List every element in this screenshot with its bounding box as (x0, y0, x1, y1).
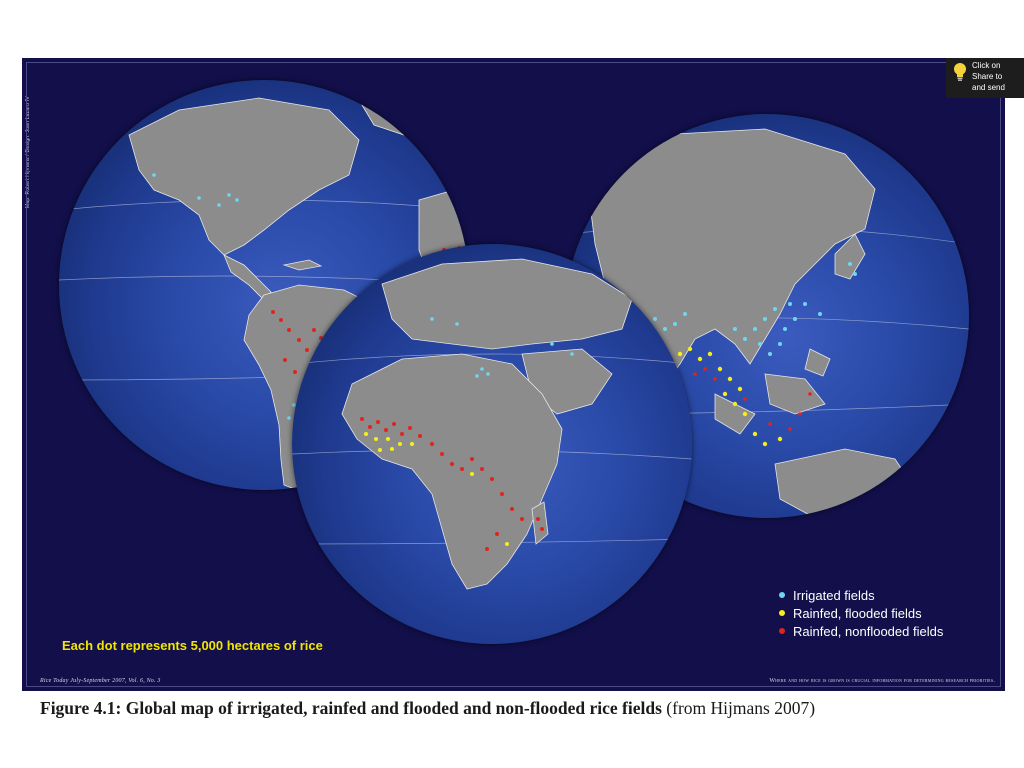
legend-label-rainfed-flooded: Rainfed, flooded fields (793, 605, 922, 621)
rice-map-panel: Map: Robert Hijmans / Design: Juan Lazar… (22, 58, 1005, 691)
legend-label-irrigated: Irrigated fields (793, 587, 875, 603)
dot-scale-caption: Each dot represents 5,000 hectares of ri… (62, 638, 323, 653)
map-credit: Map: Robert Hijmans / Design: Juan Lazar… (25, 96, 31, 208)
notification-line-2: Share to (972, 72, 1003, 81)
figure-caption: Figure 4.1: Global map of irrigated, rai… (40, 698, 1000, 719)
legend-item-irrigated: Irrigated fields (779, 586, 943, 604)
globe-africa-europe (292, 244, 692, 644)
map-footer-note: Where and how rice is grown is crucial i… (769, 678, 995, 684)
africa-rice-dots (360, 317, 574, 551)
legend-label-rainfed-nonflooded: Rainfed, nonflooded fields (793, 623, 944, 639)
legend-dot-rainfed-flooded (779, 610, 785, 616)
notification-line-3: and send (972, 83, 1005, 92)
notification-line-1: Click on (972, 61, 1001, 70)
lightbulb-icon (950, 60, 970, 92)
figure-label: Figure 4.1: (40, 698, 122, 718)
legend-item-rainfed-nonflooded: Rainfed, nonflooded fields (779, 622, 943, 640)
map-footer-source: Rice Today July-September 2007, Vol. 6, … (40, 678, 161, 684)
legend-item-rainfed-flooded: Rainfed, flooded fields (779, 604, 943, 622)
legend-dot-irrigated (779, 592, 785, 598)
asia-land (565, 128, 969, 518)
figure-title: Global map of irrigated, rainfed and flo… (125, 698, 662, 718)
africa-land (292, 258, 692, 590)
legend-dot-rainfed-nonflooded (779, 628, 785, 634)
notification-text: Click on Share to and send (972, 60, 1005, 93)
share-notification[interactable]: Click on Share to and send (946, 58, 1024, 98)
map-legend: Irrigated fields Rainfed, flooded fields… (779, 586, 943, 640)
figure-source: (from Hijmans 2007) (666, 698, 816, 718)
